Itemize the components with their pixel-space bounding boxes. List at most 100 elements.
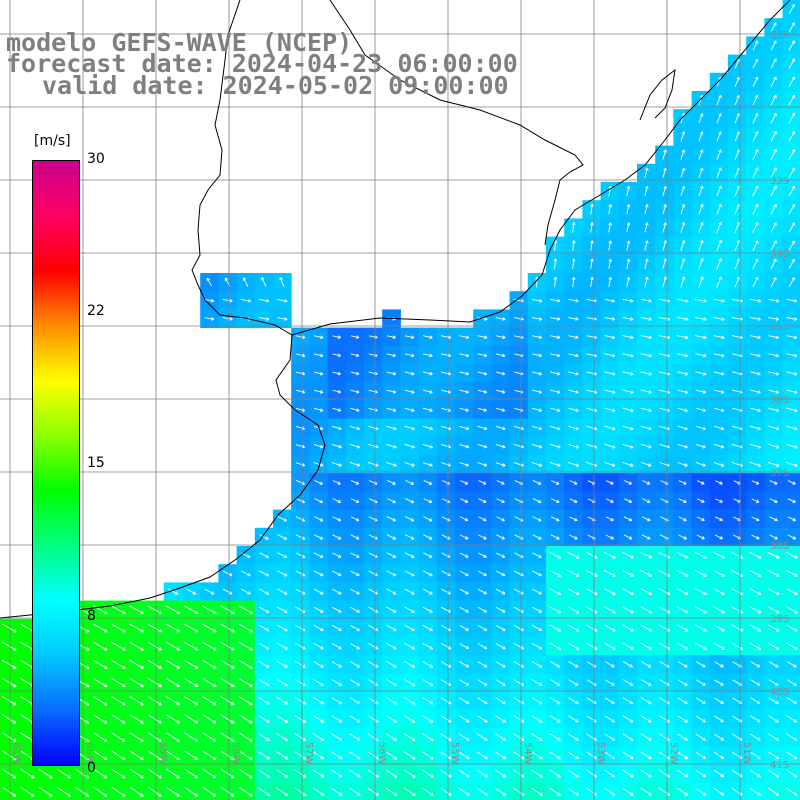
wind-arrow (716, 94, 722, 106)
wind-arrow (147, 641, 163, 651)
wind-arrow (514, 534, 524, 540)
wind-arrow (716, 221, 722, 233)
lat-label: 39S (770, 614, 789, 625)
wind-arrow (220, 641, 235, 651)
wind-arrow (604, 371, 616, 376)
wind-arrow (495, 462, 506, 467)
wind-arrow (786, 769, 798, 778)
wind-cell (436, 782, 456, 800)
wind-arrow (622, 569, 634, 577)
wind-arrow (750, 733, 761, 741)
wind-arrow (590, 276, 594, 288)
wind-arrow (568, 661, 579, 668)
wind-arrow (331, 679, 342, 686)
wind-arrow (749, 787, 761, 796)
wind-arrow (92, 696, 108, 706)
wind-arrow (603, 588, 616, 596)
wind-arrow (386, 552, 397, 558)
wind-arrow (129, 714, 144, 724)
wind-arrow (294, 678, 306, 687)
wind-arrow (258, 642, 270, 650)
wind-arrow (165, 677, 181, 688)
wind-arrow (220, 786, 235, 797)
wind-arrow (549, 751, 561, 760)
wind-arrow (477, 697, 488, 705)
wind-arrow (2, 786, 17, 797)
wind-arrow (276, 787, 289, 797)
wind-arrow (696, 516, 705, 522)
wind-arrow (604, 787, 616, 796)
wind-arrow (459, 661, 470, 668)
wind-arrow (459, 570, 469, 576)
wind-cell (455, 782, 474, 800)
wind-arrow (404, 353, 415, 358)
wind-arrow (767, 588, 780, 596)
wind-arrow (750, 389, 761, 394)
wind-arrow (787, 498, 796, 503)
wind-arrow (313, 660, 324, 668)
wind-arrow (770, 112, 777, 124)
wind-arrow (385, 697, 397, 705)
wind-arrow (531, 298, 543, 303)
wind-arrow (441, 534, 451, 540)
wind-arrow (769, 498, 778, 503)
wind-arrow (749, 461, 762, 467)
wind-arrow (166, 768, 180, 779)
wind-arrow (678, 534, 687, 540)
wind-arrow (276, 298, 288, 303)
colorbar-tick-30: 30 (87, 151, 105, 167)
wind-arrow (698, 131, 704, 142)
wind-arrow (129, 641, 144, 651)
wind-arrow (404, 660, 416, 668)
wind-cell (327, 782, 347, 800)
wind-arrow (531, 425, 543, 431)
wind-arrow (238, 641, 253, 651)
wind-arrow (622, 389, 634, 394)
wind-arrow (404, 371, 415, 376)
wind-arrow (312, 751, 325, 760)
wind-arrow (238, 623, 253, 633)
wind-arrow (604, 679, 615, 686)
wind-arrow (495, 624, 506, 631)
coast-line (329, 0, 584, 246)
wind-arrow (460, 480, 469, 485)
wind-arrow (695, 462, 706, 467)
wind-arrow (240, 570, 251, 577)
wind-arrow (240, 298, 251, 303)
wind-arrow (476, 787, 488, 796)
wind-arrow (713, 462, 725, 467)
wind-arrow (257, 787, 271, 797)
wind-arrow (769, 516, 778, 522)
wind-arrow (642, 480, 651, 485)
wind-arrow (165, 696, 181, 706)
wind-arrow (716, 185, 722, 197)
wind-arrow (604, 751, 616, 759)
wind-cell (527, 782, 547, 800)
wind-arrow (769, 534, 778, 540)
wind-arrow (640, 462, 652, 467)
wind-arrow (640, 389, 652, 394)
wind-arrow (622, 679, 634, 686)
wind-arrow (404, 588, 415, 595)
wind-arrow (350, 516, 360, 522)
wind-arrow (422, 624, 433, 632)
wind-arrow (786, 353, 798, 358)
wind-arrow (423, 534, 433, 540)
wind-arrow (550, 353, 561, 358)
wind-arrow (676, 335, 689, 340)
colorbar-tick-22: 22 (87, 303, 105, 319)
wind-arrow (477, 588, 487, 595)
wind-cell (91, 782, 110, 800)
lagoon-outline (639, 68, 676, 121)
wind-arrow (129, 696, 144, 706)
wind-arrow (202, 750, 217, 761)
wind-arrow (111, 714, 126, 724)
wind-arrow (604, 697, 615, 705)
wind-arrow (695, 353, 707, 358)
wind-arrow (768, 679, 779, 686)
wind-arrow (92, 641, 108, 651)
wind-arrow (658, 298, 671, 303)
wind-arrow (734, 76, 740, 87)
wind-arrow (349, 642, 360, 650)
wind-arrow (623, 534, 633, 540)
